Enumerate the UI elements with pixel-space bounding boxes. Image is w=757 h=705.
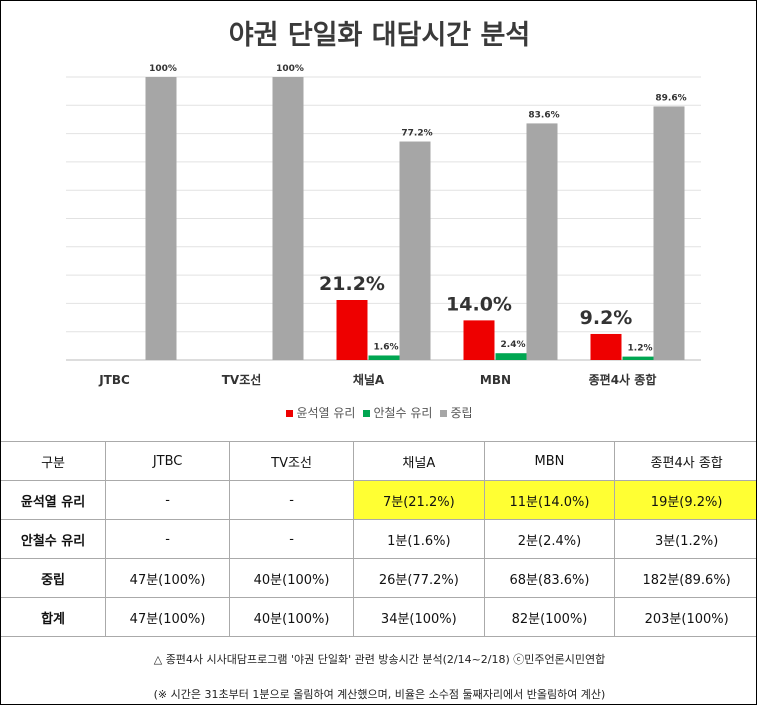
- bar: [622, 356, 654, 360]
- legend-item: 중립: [440, 404, 473, 421]
- table-cell: 2분(2.4%): [483, 519, 616, 559]
- source-note: △ 종편4사 시사대담프로그램 '야권 단일화' 관련 방송시간 분석(2/14…: [153, 653, 606, 666]
- data-label: 1.2%: [628, 344, 653, 354]
- column-header: JTBC: [105, 441, 231, 481]
- table-cell: 11분(14.0%): [483, 480, 616, 520]
- table-cell: 47분(100%): [105, 558, 231, 598]
- table-cell: -: [229, 480, 355, 520]
- calc-note: (※ 시간은 31초부터 1분으로 올림하여 계산했으며, 비율은 소수점 둘째…: [153, 688, 606, 701]
- data-label: 89.6%: [655, 93, 686, 103]
- legend-swatch: [286, 410, 294, 417]
- category-label: 채널A: [353, 372, 385, 387]
- data-label: 100%: [276, 64, 304, 74]
- bar: [653, 106, 685, 360]
- data-label: 9.2%: [580, 307, 633, 329]
- bar: [463, 320, 495, 360]
- legend-item: 안철수 유리: [363, 404, 432, 421]
- data-label: 77.2%: [401, 129, 432, 139]
- table-cell: -: [105, 480, 231, 520]
- category-label: 종편4사 종합: [589, 372, 657, 387]
- legend-label: 안철수 유리: [373, 406, 433, 420]
- table-cell: 7분(21.2%): [353, 480, 485, 520]
- legend-item: 윤석열 유리: [286, 404, 355, 421]
- chart-title: 야권 단일화 대담시간 분석: [228, 20, 531, 51]
- column-header: 채널A: [353, 441, 485, 481]
- table-cell: 1분(1.6%): [353, 519, 485, 559]
- legend-swatch: [363, 410, 371, 417]
- table-cell: 68분(83.6%): [483, 558, 616, 598]
- category-label: MBN: [480, 373, 511, 387]
- row-header: 윤석열 유리: [1, 480, 107, 520]
- table-cell: 40분(100%): [229, 558, 355, 598]
- column-header: TV조선: [229, 441, 355, 481]
- row-header: 합계: [1, 597, 107, 637]
- table-cell: 40분(100%): [229, 597, 355, 637]
- column-header: MBN: [483, 441, 616, 481]
- legend-label: 중립: [450, 406, 473, 420]
- category-label: TV조선: [222, 372, 262, 387]
- column-header: 종편4사 종합: [614, 441, 756, 481]
- legend: 윤석열 유리 안철수 유리 중립: [1, 404, 756, 421]
- table-row: 안철수 유리 - -1분(1.6%) 2분(2.4%) 3분(1.2%): [1, 519, 756, 559]
- row-header: 안철수 유리: [1, 519, 107, 559]
- data-label: 100%: [149, 64, 177, 74]
- legend-label: 윤석열 유리: [296, 406, 356, 420]
- table-cell: 34분(100%): [353, 597, 485, 637]
- bar: [399, 141, 431, 360]
- table-row: 합계 47분(100%) 40분(100%) 34분(100%) 82분(100%) 20…: [1, 597, 756, 637]
- table-row: 윤석열 유리 - -7분(21.2%) 11분(14.0%) 19분(9.2%): [1, 480, 756, 520]
- data-label: 2.4%: [501, 340, 526, 350]
- bar: [590, 333, 622, 360]
- data-label: 1.6%: [374, 342, 399, 352]
- table-cell: -: [229, 519, 355, 559]
- table-cell: 26분(77.2%): [353, 558, 485, 598]
- bar: [272, 77, 304, 360]
- table-cell: 82분(100%): [483, 597, 616, 637]
- table-cell: 19분(9.2%): [614, 480, 756, 520]
- table-cell: 3분(1.2%): [614, 519, 756, 559]
- table-cell: 182분(89.6%): [614, 558, 756, 598]
- bar: [526, 123, 558, 360]
- row-header: 중립: [1, 558, 107, 598]
- column-header: 구분: [1, 441, 107, 481]
- table-cell: 47분(100%): [105, 597, 231, 637]
- category-label: JTBC: [98, 373, 130, 387]
- bar: [145, 77, 177, 360]
- bar: [336, 300, 368, 360]
- bar: [368, 355, 400, 360]
- table-cell: 203분(100%): [614, 597, 756, 637]
- table-header-row: 구분 JTBC TV조선 채널A MBN 종편4사 종합: [1, 441, 756, 481]
- data-label: 21.2%: [319, 273, 385, 295]
- table-cell: -: [105, 519, 231, 559]
- data-label: 14.0%: [446, 293, 512, 315]
- data-label: 83.6%: [528, 110, 559, 120]
- data-table: 구분 JTBC TV조선 채널A MBN 종편4사 종합 윤석열 유리 - -7분(21.2%)…: [1, 441, 756, 637]
- legend-swatch: [440, 410, 448, 417]
- bar-chart: JTBC 100% TV조선 100% 채널A 21.2% 1.6% 77.2% MBN 14.0…: [66, 64, 701, 387]
- table-row: 중립 47분(100%) 40분(100%) 26분(77.2%) 68분(83.6%)…: [1, 558, 756, 598]
- bar: [495, 353, 527, 360]
